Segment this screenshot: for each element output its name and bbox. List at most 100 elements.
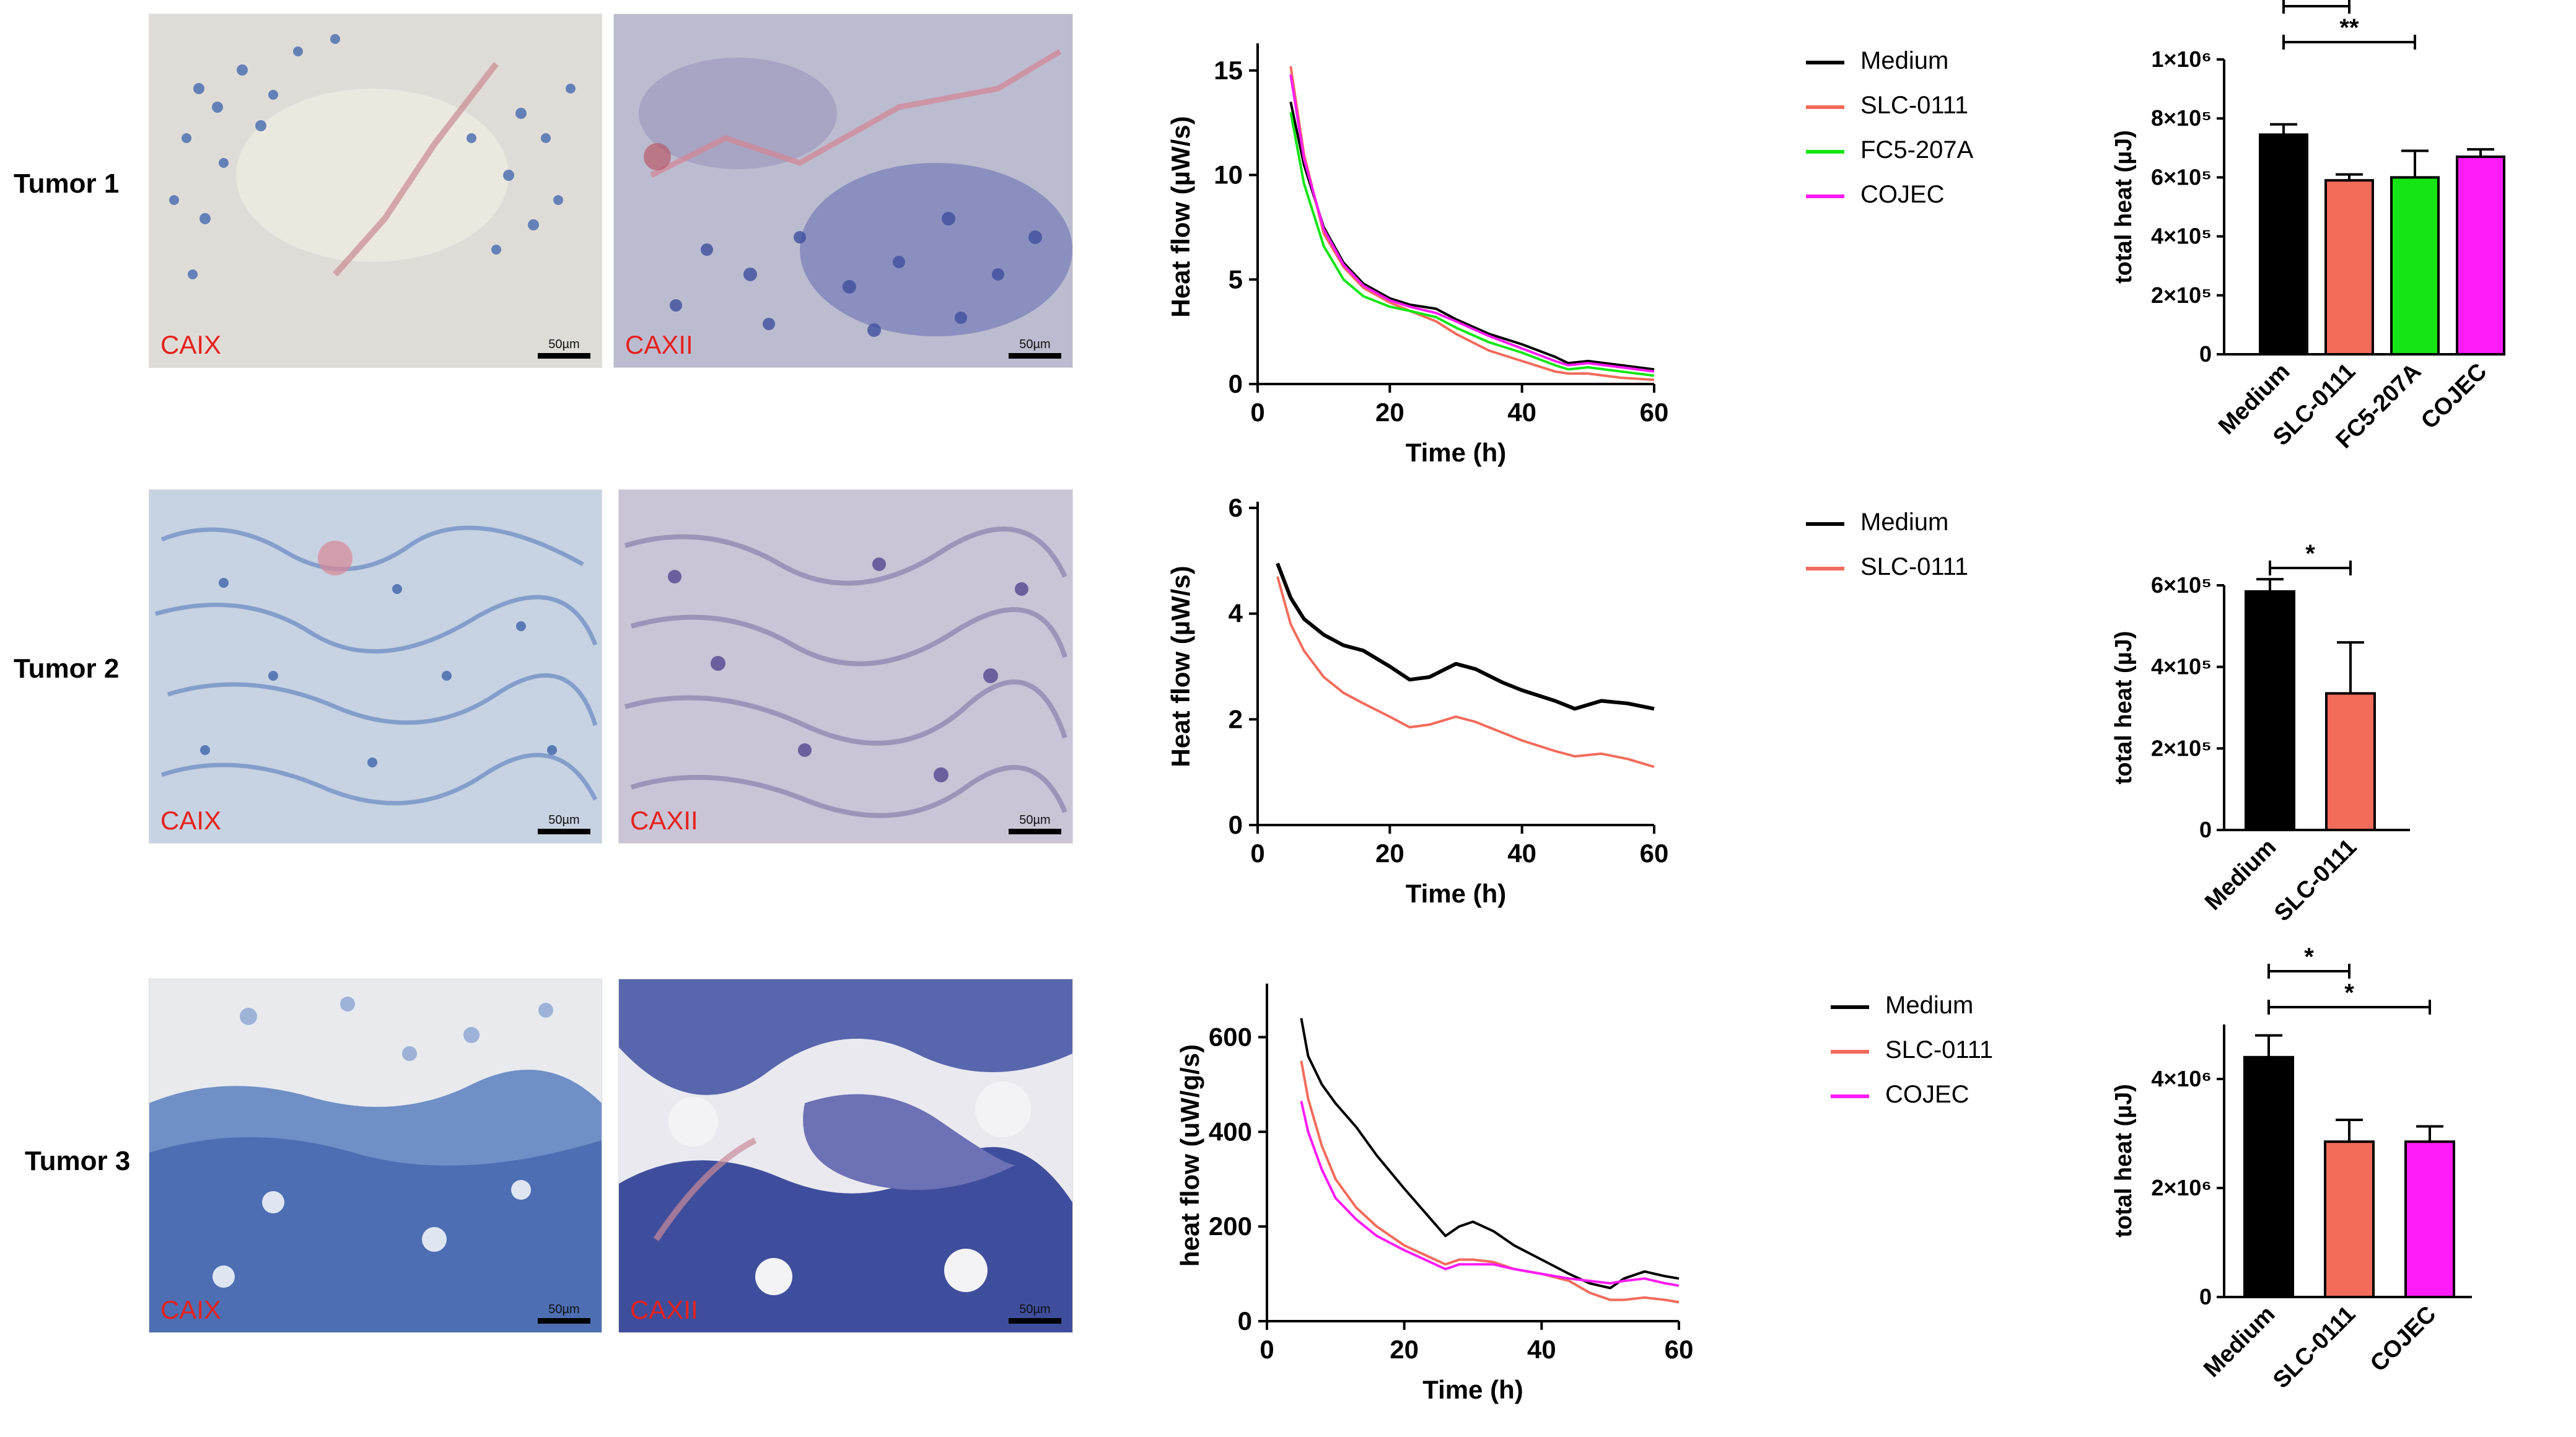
legend-swatch (1806, 150, 1844, 154)
x-tick-label: 60 (1640, 398, 1669, 427)
tumor-3-label: Tumor 3 (25, 1146, 131, 1176)
micrograph-tumor-3-caix: CAIX 50µm (149, 979, 602, 1333)
y-tick-label: 10 (1214, 160, 1243, 190)
category-label: COJEC (2365, 1301, 2441, 1377)
bar-cojec (2456, 155, 2505, 356)
series-line-fc5-207a (1289, 111, 1655, 377)
legend-label: Medium (1860, 509, 1949, 536)
y-axis-title: Heat flow (µW/s) (1166, 116, 1195, 317)
scale-bar: 50µm (1009, 813, 1061, 834)
total-heat-chart-tumor-1: 0 2×10⁵ 4×10⁵ 6×10⁵ 8×10⁵ 1×10⁶ total heat (µJ… (2111, 0, 2505, 453)
series-line-slc-0111 (1300, 1060, 1680, 1304)
x-axis-title: Time (h) (1422, 1375, 1523, 1404)
micrograph-tumor-2-caxii: CAXII 50µm (618, 489, 1073, 844)
category-label: Medium (2199, 1301, 2280, 1382)
series-line-cojec (1300, 1101, 1680, 1287)
scale-bar: 50µm (538, 338, 590, 359)
scale-bar: 50µm (538, 1303, 590, 1324)
x-tick-label: 40 (1507, 398, 1536, 427)
micrograph-tumor-1-caix: CAIX 50µm (149, 14, 602, 368)
significance-label: ** (2339, 14, 2359, 41)
y-tick-label: 0 (2199, 817, 2212, 842)
legend-swatch (1831, 1050, 1869, 1054)
scale-bar-label: 50µm (1019, 338, 1051, 351)
x-axis-title: Time (h) (1406, 879, 1507, 908)
tissue-texture (614, 14, 1072, 367)
y-tick-label: 4×10⁶ (2151, 1066, 2212, 1091)
y-tick-label: 6×10⁵ (2151, 572, 2212, 598)
stain-label: CAXII (630, 806, 698, 835)
legend-label: COJEC (1885, 1081, 1969, 1108)
y-tick-label: 4×10⁵ (2151, 654, 2212, 679)
x-tick-label: 0 (1250, 398, 1264, 427)
tissue-texture (149, 14, 602, 367)
x-tick-label: 60 (1665, 1335, 1694, 1364)
heat-flow-chart-tumor-1: 0 20 40 60 0 5 10 15 Time (h) Heat flow (µW/s) (1166, 43, 1669, 467)
scale-bar: 50µm (1009, 338, 1061, 359)
significance-label: * (2304, 943, 2314, 971)
tissue-texture (619, 490, 1072, 843)
y-tick-label: 0 (1238, 1306, 1252, 1335)
tissue-texture (149, 979, 602, 1332)
y-tick-label: 4 (1229, 599, 1243, 628)
x-tick-label: 40 (1527, 1335, 1556, 1364)
x-tick-label: 0 (1260, 1335, 1274, 1364)
bar-slc-0111 (2324, 1140, 2375, 1298)
significance-label: * (2311, 0, 2321, 6)
bar-medium (2259, 133, 2308, 356)
legend-label: SLC-0111 (1885, 1036, 1994, 1064)
x-tick-label: 60 (1640, 839, 1669, 868)
legend-label: Medium (1860, 47, 1949, 74)
x-tick-label: 0 (1250, 839, 1264, 868)
category-label: Medium (2200, 834, 2281, 915)
bar-slc-0111 (2325, 692, 2376, 831)
micrograph-tumor-3-caxii: CAXII 50µm (618, 979, 1073, 1333)
stain-label: CAIX (160, 330, 222, 359)
y-tick-label: 200 (1209, 1212, 1252, 1241)
y-tick-label: 2 (1229, 704, 1243, 733)
y-tick-label: 1×10⁶ (2151, 46, 2212, 72)
legend-label: COJEC (1860, 181, 1945, 208)
stain-label: CAXII (625, 330, 693, 359)
y-tick-label: 0 (1229, 369, 1243, 398)
stain-label: CAXII (630, 1295, 698, 1324)
legend-label: SLC-0111 (1860, 92, 1969, 119)
x-tick-label: 20 (1375, 839, 1404, 868)
bar-medium (2245, 590, 2295, 831)
tumor-1-label: Tumor 1 (14, 168, 120, 199)
y-axis-title: total heat (µJ) (2111, 631, 2137, 785)
total-heat-chart-tumor-2: 0 2×10⁵ 4×10⁵ 6×10⁵ total heat (µJ) MediumSLC… (2111, 540, 2410, 927)
category-label: COJEC (2416, 359, 2492, 434)
series-line-medium (1276, 562, 1655, 711)
scale-bar-label: 50µm (548, 338, 580, 351)
y-tick-label: 6×10⁵ (2151, 164, 2212, 190)
scale-bar: 50µm (1009, 1303, 1061, 1324)
x-tick-label: 40 (1507, 839, 1536, 868)
y-axis-title: heat flow (uW/g/s) (1175, 1044, 1204, 1267)
y-tick-label: 15 (1214, 56, 1243, 85)
y-tick-label: 0 (1229, 810, 1243, 839)
x-tick-label: 20 (1390, 1335, 1419, 1364)
legend-swatch (1806, 522, 1844, 526)
x-axis-title: Time (h) (1406, 438, 1507, 467)
series-line-cojec (1289, 74, 1655, 373)
scale-bar: 50µm (538, 813, 590, 834)
series-line-slc-0111 (1289, 66, 1655, 382)
legend-swatch (1806, 194, 1844, 198)
legend-swatch (1831, 1005, 1869, 1009)
y-tick-label: 2×10⁶ (2151, 1175, 2212, 1200)
legend-swatch (1806, 105, 1844, 109)
y-tick-label: 400 (1209, 1117, 1252, 1146)
tissue-texture (619, 979, 1072, 1332)
legend-label: SLC-0111 (1860, 553, 1969, 580)
y-axis-title: total heat (µJ) (2111, 1084, 2137, 1238)
category-label: SLC-0111 (2269, 834, 2362, 927)
significance-label: * (2305, 540, 2315, 567)
legend-swatch (1806, 567, 1844, 570)
tumor-2-label: Tumor 2 (14, 653, 120, 684)
stain-label: CAIX (160, 806, 222, 835)
legend-label: Medium (1885, 992, 1974, 1019)
y-tick-label: 0 (2199, 341, 2212, 367)
y-tick-label: 6 (1229, 493, 1243, 522)
series-line-slc-0111 (1276, 576, 1655, 769)
